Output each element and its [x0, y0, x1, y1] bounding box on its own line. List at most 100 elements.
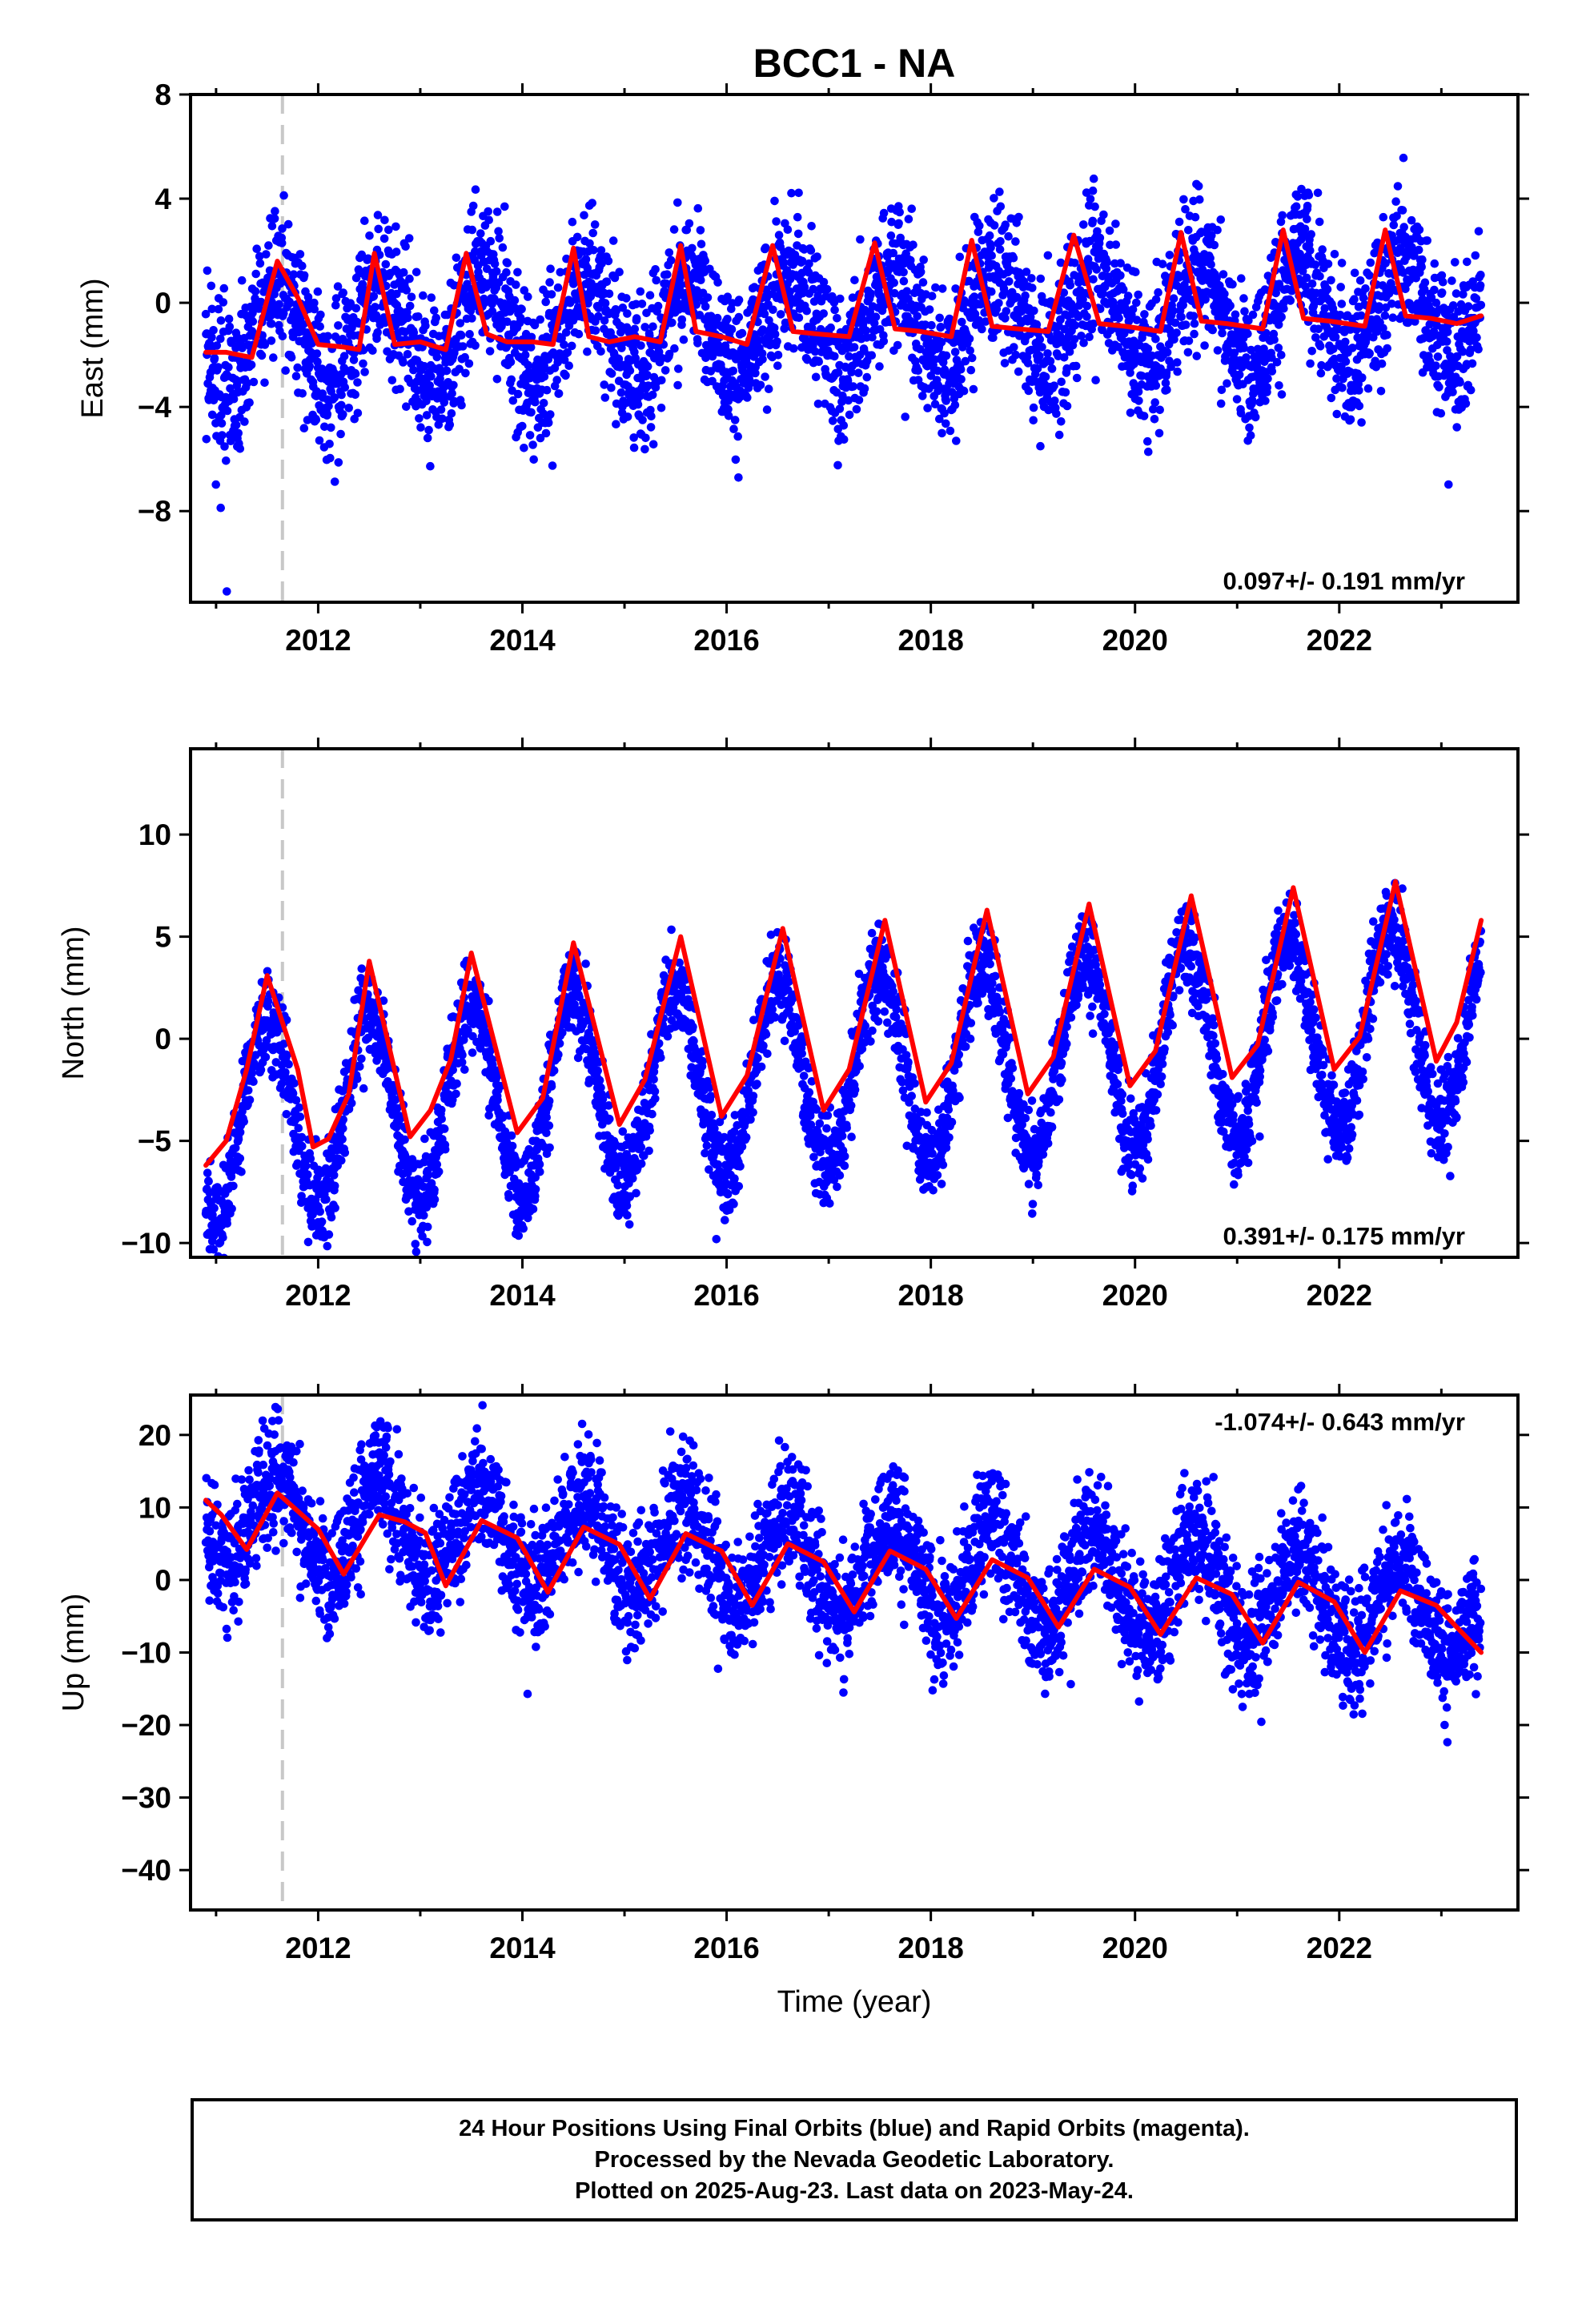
data-point — [1327, 393, 1336, 403]
data-point — [438, 414, 447, 424]
data-point — [1435, 383, 1443, 392]
data-point — [1149, 404, 1158, 414]
data-point — [352, 1075, 362, 1084]
data-point — [294, 1124, 303, 1132]
data-point — [995, 245, 1005, 254]
data-point — [797, 256, 807, 266]
data-point — [403, 350, 412, 359]
data-point — [1061, 388, 1070, 397]
plot-area-east — [201, 94, 1486, 602]
data-point — [1162, 348, 1172, 357]
data-point — [421, 1152, 431, 1161]
data-point — [439, 389, 448, 398]
data-point — [625, 366, 635, 376]
data-point — [1275, 279, 1284, 289]
data-point — [512, 280, 520, 289]
data-point — [1313, 188, 1323, 198]
data-point — [1306, 359, 1315, 368]
data-point — [1239, 294, 1248, 303]
data-point — [270, 214, 279, 223]
data-point — [293, 363, 303, 372]
data-point — [761, 372, 769, 381]
data-point — [1306, 246, 1315, 255]
data-point — [293, 1159, 303, 1168]
data-point — [1022, 267, 1031, 276]
data-point — [415, 414, 424, 423]
data-point — [331, 300, 340, 310]
data-point — [1391, 197, 1400, 206]
data-point — [852, 404, 861, 414]
data-point — [940, 408, 949, 418]
data-point — [331, 1204, 339, 1212]
data-point — [495, 234, 504, 243]
data-point — [263, 967, 272, 976]
data-point — [234, 428, 243, 438]
data-point — [995, 187, 1004, 196]
data-point — [311, 416, 321, 424]
data-point — [810, 347, 820, 356]
data-point — [793, 229, 803, 239]
data-point — [1060, 324, 1070, 334]
data-point — [464, 359, 474, 368]
data-point — [1431, 361, 1440, 371]
data-point — [602, 277, 612, 287]
data-point — [647, 412, 656, 421]
data-point — [1086, 195, 1095, 203]
data-point — [804, 268, 813, 277]
data-point — [642, 308, 651, 318]
data-point — [1417, 262, 1426, 271]
data-point — [283, 1051, 291, 1059]
data-point — [262, 250, 271, 259]
data-point — [301, 1161, 311, 1170]
data-point — [1216, 215, 1226, 224]
data-point — [1442, 337, 1452, 346]
data-point — [1177, 312, 1186, 322]
data-point — [807, 222, 816, 231]
data-point — [464, 1026, 472, 1035]
data-point — [405, 274, 414, 283]
data-point — [1059, 353, 1069, 362]
data-point — [734, 473, 743, 482]
data-point — [871, 312, 881, 322]
data-point — [1307, 230, 1315, 239]
data-point — [494, 227, 503, 236]
data-point — [765, 340, 774, 350]
data-point — [985, 231, 994, 240]
data-point — [918, 392, 927, 400]
data-point — [1452, 289, 1461, 298]
data-point — [542, 385, 552, 395]
data-point — [673, 380, 682, 390]
data-point — [854, 396, 864, 404]
data-point — [1085, 332, 1094, 342]
data-point — [1194, 182, 1203, 191]
data-point — [990, 221, 999, 230]
data-point — [889, 278, 898, 287]
data-point — [1419, 285, 1429, 294]
data-point — [420, 1211, 428, 1220]
data-point — [554, 389, 564, 398]
data-point — [1012, 292, 1022, 302]
data-point — [1169, 294, 1178, 304]
data-point — [1323, 284, 1332, 294]
data-point — [783, 225, 793, 235]
data-point — [574, 329, 584, 339]
data-point — [452, 1089, 460, 1099]
data-point — [330, 477, 339, 486]
data-point — [833, 368, 843, 377]
data-point — [1004, 231, 1013, 241]
data-point — [471, 341, 480, 350]
data-point — [1232, 395, 1242, 404]
data-point — [1314, 324, 1323, 334]
data-point — [235, 1154, 245, 1163]
data-point — [648, 440, 658, 449]
data-point — [970, 292, 979, 301]
data-point — [468, 1048, 477, 1057]
data-point — [245, 398, 254, 408]
data-point — [422, 411, 432, 420]
data-point — [942, 396, 950, 405]
data-point — [1179, 195, 1188, 204]
data-point — [508, 396, 518, 405]
data-point — [329, 1171, 339, 1180]
data-point — [1447, 276, 1456, 285]
data-point — [1236, 408, 1246, 418]
